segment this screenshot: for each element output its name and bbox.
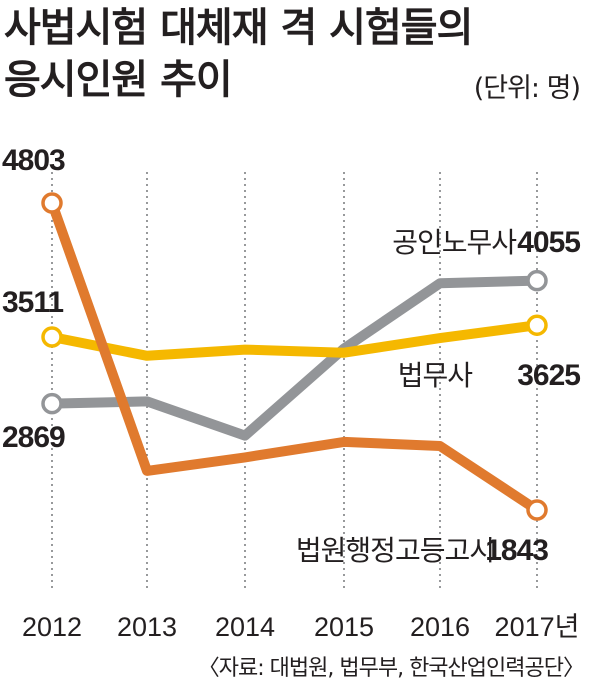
- data-label: 4803: [2, 144, 65, 177]
- unit-label: (단위: 명): [473, 73, 581, 104]
- series-line-1: [47, 320, 542, 361]
- x-tick-label: 2012: [22, 612, 82, 642]
- data-label: 3511: [2, 286, 63, 319]
- x-tick-label: 2015: [314, 612, 374, 642]
- series-line-2: [47, 275, 542, 441]
- series-name-label: 법원행정고등고시: [296, 534, 494, 567]
- x-tick-label: 2017년: [495, 612, 580, 642]
- x-tick-label: 2013: [117, 612, 177, 642]
- chart-title: 사법시험 대체재 격 시험들의 응시인원 추이: [4, 2, 473, 106]
- x-tick-label: 2016: [410, 612, 470, 642]
- series-name-label: 법무사: [398, 359, 473, 392]
- series-2-marker-5: [526, 269, 548, 292]
- x-tick-label: 2014: [215, 612, 275, 642]
- series-name-label: 공인노무사: [392, 226, 516, 259]
- data-label: 4055: [517, 226, 580, 259]
- source-note: 〈자료: 대법원, 법무부, 한국산업인력공단〉: [197, 656, 585, 681]
- title-line-2: 응시인원 추이: [4, 57, 233, 103]
- series-0-marker-0: [41, 192, 63, 214]
- data-label: 1843: [485, 534, 548, 567]
- title-line-1: 사법시험 대체재 격 시험들의: [4, 5, 473, 51]
- series-0-marker-5: [526, 499, 548, 521]
- series-1-marker-5: [526, 314, 548, 336]
- series-1-marker-0: [41, 326, 63, 348]
- series-2-marker-0: [41, 392, 63, 415]
- series-line-0: [47, 198, 542, 515]
- data-label: 2869: [2, 421, 65, 454]
- data-label: 3625: [517, 359, 580, 392]
